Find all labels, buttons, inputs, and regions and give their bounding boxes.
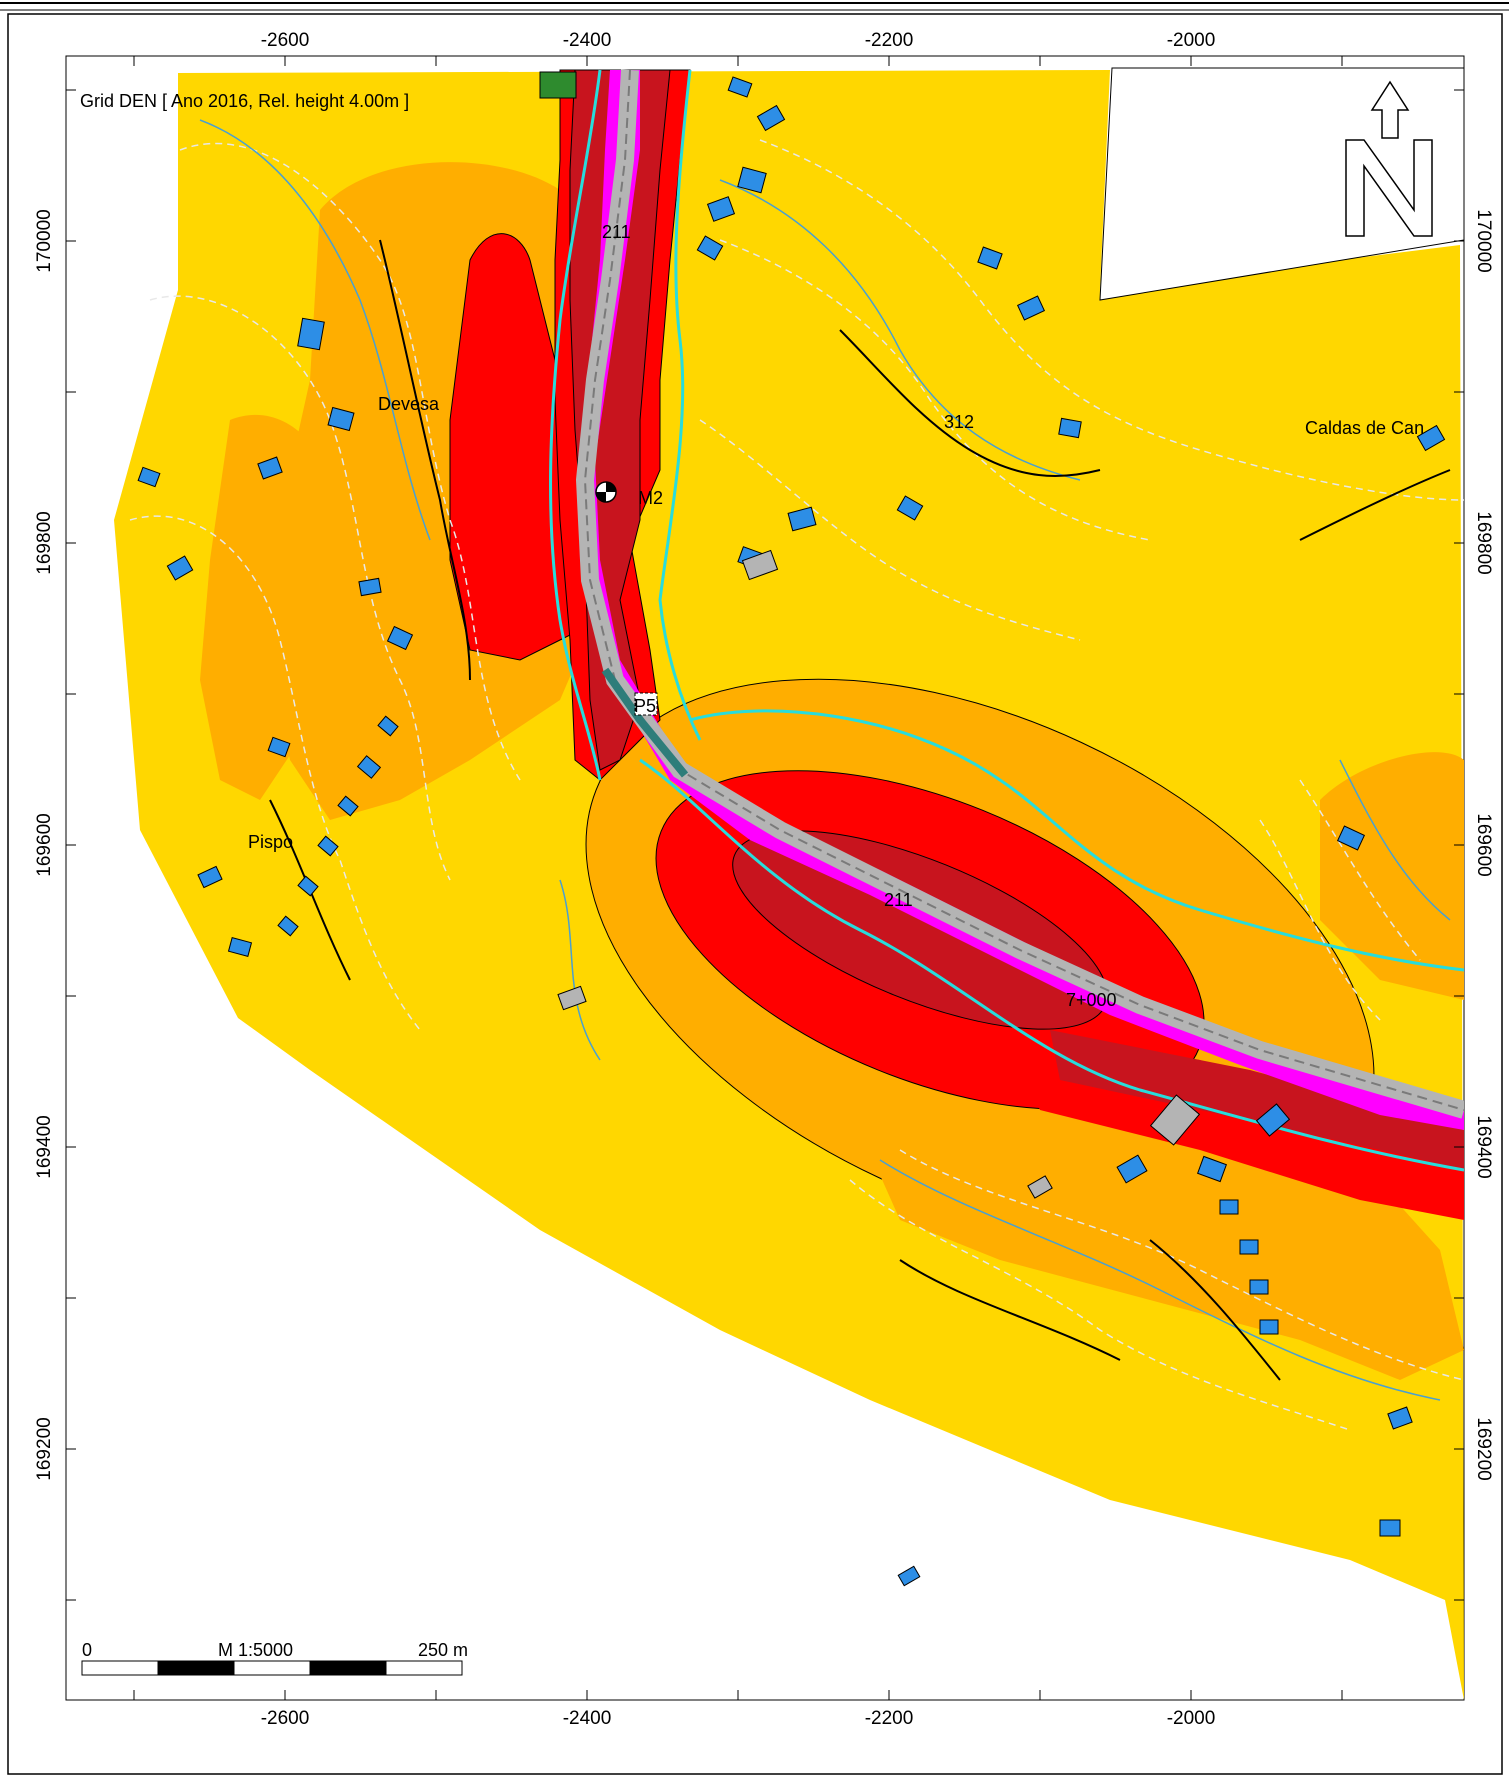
label-road-211-north: 211 bbox=[602, 222, 631, 242]
axis-ticks bbox=[66, 56, 1464, 1700]
label-p5: P5 bbox=[634, 696, 656, 716]
x-tick-bottom-2: -2400 bbox=[563, 1708, 612, 1729]
y-tick-right-4: 169400 bbox=[1473, 1115, 1494, 1178]
m2-marker bbox=[595, 481, 617, 503]
y-tick-left-3: 169600 bbox=[34, 813, 55, 876]
road-211-centerline bbox=[583, 69, 1464, 1111]
x-tick-bottom-3: -2200 bbox=[865, 1708, 914, 1729]
p5-marker bbox=[634, 692, 658, 716]
streams bbox=[549, 69, 1464, 1172]
x-tick-bottom-4: -2000 bbox=[1167, 1708, 1216, 1729]
scale-bar bbox=[81, 1660, 463, 1676]
map-content bbox=[114, 67, 1464, 1700]
x-tick-top-4: -2000 bbox=[1167, 30, 1216, 51]
gray-structures bbox=[557, 549, 1201, 1199]
north-arrow-icon bbox=[1345, 80, 1433, 237]
map-frame bbox=[7, 13, 1503, 1775]
y-tick-left-5: 169200 bbox=[34, 1417, 55, 1480]
contour-lines-blue bbox=[199, 119, 1451, 1401]
scale-bar-ratio: M 1:5000 bbox=[218, 1640, 293, 1660]
x-tick-top-3: -2200 bbox=[865, 30, 914, 51]
label-road-211-south: 211 bbox=[884, 890, 913, 910]
y-tick-right-2: 169800 bbox=[1473, 511, 1494, 574]
x-tick-top-2: -2400 bbox=[563, 30, 612, 51]
y-tick-right-1: 170000 bbox=[1473, 209, 1494, 272]
unmodelled-area bbox=[1099, 67, 1464, 301]
zone-darkred-southeast bbox=[1050, 1030, 1464, 1170]
scale-bar-start: 0 bbox=[82, 1640, 92, 1660]
zone-orange-farright bbox=[1320, 752, 1464, 1000]
y-tick-right-3: 169600 bbox=[1473, 813, 1494, 876]
label-m2: M2 bbox=[638, 488, 663, 508]
y-tick-right-5: 169200 bbox=[1473, 1417, 1494, 1480]
buildings bbox=[137, 76, 1446, 1587]
tunnel-segment bbox=[601, 667, 689, 778]
label-km-7000: 7+000 bbox=[1066, 990, 1117, 1010]
y-tick-left-2: 169800 bbox=[34, 511, 55, 574]
map-title: Grid DEN [ Ano 2016, Rel. height 4.00m ] bbox=[80, 91, 409, 111]
label-caldas: Caldas de Can bbox=[1305, 418, 1424, 438]
x-tick-bottom-1: -2600 bbox=[261, 1708, 310, 1729]
scale-bar-end: 250 m bbox=[418, 1640, 468, 1660]
label-devesa: Devesa bbox=[378, 394, 440, 414]
label-road-312: 312 bbox=[944, 412, 974, 432]
y-tick-left-1: 170000 bbox=[34, 209, 55, 272]
green-area bbox=[539, 71, 577, 99]
contour-lines bbox=[129, 139, 1464, 1431]
x-tick-top-1: -2600 bbox=[261, 30, 310, 51]
y-tick-left-4: 169400 bbox=[34, 1115, 55, 1178]
label-pispo: Pispo bbox=[248, 832, 293, 852]
